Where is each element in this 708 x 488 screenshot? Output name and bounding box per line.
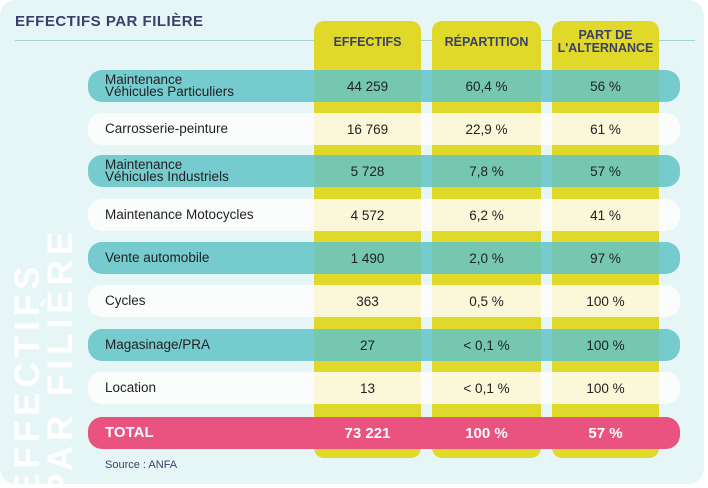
cell-effectifs: 4 572 — [350, 207, 385, 223]
cell-repartition: 22,9 % — [465, 121, 508, 137]
column-header-repartition: RÉPARTITION — [432, 21, 541, 63]
cell-alternance: 100 % — [586, 293, 625, 309]
row-label: Maintenance Motocycles — [105, 199, 254, 231]
row-label-line1: Maintenance — [105, 157, 183, 172]
cell-effectifs: 27 — [359, 337, 376, 353]
cell-alternance: 56 % — [590, 78, 621, 94]
total-row — [88, 417, 680, 449]
row-label-line1: Magasinage/PRA — [105, 337, 211, 352]
column-header-alternance: PART DE L'ALTERNANCE — [552, 21, 659, 63]
row-label-line1: Cycles — [105, 293, 146, 308]
row-label-line2: Véhicules Particuliers — [105, 84, 235, 99]
cell-effectifs: 16 769 — [346, 121, 389, 137]
cell-alternance: 41 % — [590, 207, 621, 223]
column-header-line1: PART DE — [578, 28, 633, 42]
row-label-line1: Carrosserie-peinture — [105, 121, 229, 136]
column-header-line1: EFFECTIFS — [333, 34, 402, 49]
row-label-line1: Location — [105, 380, 157, 395]
cell-alternance: 100 % — [586, 380, 625, 396]
row-label: Vente automobile — [105, 242, 209, 274]
table-row — [88, 199, 680, 231]
cell-repartition: 2,0 % — [469, 250, 504, 266]
source-note: Source : ANFA — [105, 459, 178, 471]
row-label-line1: Maintenance — [105, 72, 183, 87]
cell-effectifs: 13 — [359, 380, 376, 396]
cell-alternance: 97 % — [590, 250, 621, 266]
cell-alternance: 61 % — [590, 121, 621, 137]
table-row — [88, 285, 680, 317]
cell-repartition: 60,4 % — [465, 78, 508, 94]
table-row — [88, 242, 680, 274]
page-title: EFFECTIFS PAR FILIÈRE — [15, 13, 204, 30]
side-watermark-title: EFFECTIFS PAR FILIÈRE — [8, 137, 80, 484]
cell-repartition: < 0,1 % — [463, 337, 510, 353]
table-row — [88, 113, 680, 145]
table-row — [88, 155, 680, 187]
cell-repartition: 0,5 % — [469, 293, 504, 309]
total-cell-alternance: 57 % — [588, 424, 623, 442]
row-label-line1: Vente automobile — [105, 250, 210, 265]
cell-alternance: 100 % — [586, 337, 625, 353]
cell-effectifs: 44 259 — [346, 78, 389, 94]
total-label: TOTAL — [105, 424, 154, 441]
column-header-line2: L'ALTERNANCE — [557, 41, 654, 55]
cell-repartition: 7,8 % — [469, 163, 504, 179]
cell-repartition: < 0,1 % — [463, 380, 510, 396]
row-label-line2: Véhicules Industriels — [105, 169, 229, 184]
row-label: Carrosserie-peinture — [105, 113, 228, 145]
side-title-line2: PAR FILIÈRE — [41, 226, 80, 484]
total-cell-repartition: 100 % — [465, 424, 508, 442]
row-label: Maintenance Véhicules Industriels — [105, 155, 229, 187]
side-title-line1: EFFECTIFS — [8, 261, 47, 484]
row-label: Cycles — [105, 285, 146, 317]
cell-effectifs: 5 728 — [350, 163, 385, 179]
column-header-effectifs: EFFECTIFS — [314, 21, 421, 63]
row-label-line1: Maintenance Motocycles — [105, 207, 254, 222]
row-label: Location — [105, 372, 156, 404]
row-label: Maintenance Véhicules Particuliers — [105, 70, 234, 102]
cell-alternance: 57 % — [590, 163, 621, 179]
row-label: Magasinage/PRA — [105, 329, 210, 361]
table-row — [88, 329, 680, 361]
column-header-line1: RÉPARTITION — [444, 34, 529, 49]
cell-effectifs: 1 490 — [350, 250, 385, 266]
total-cell-effectifs: 73 221 — [344, 424, 391, 442]
cell-effectifs: 363 — [356, 293, 379, 309]
cell-repartition: 6,2 % — [469, 207, 504, 223]
table-row — [88, 372, 680, 404]
table-row — [88, 70, 680, 102]
